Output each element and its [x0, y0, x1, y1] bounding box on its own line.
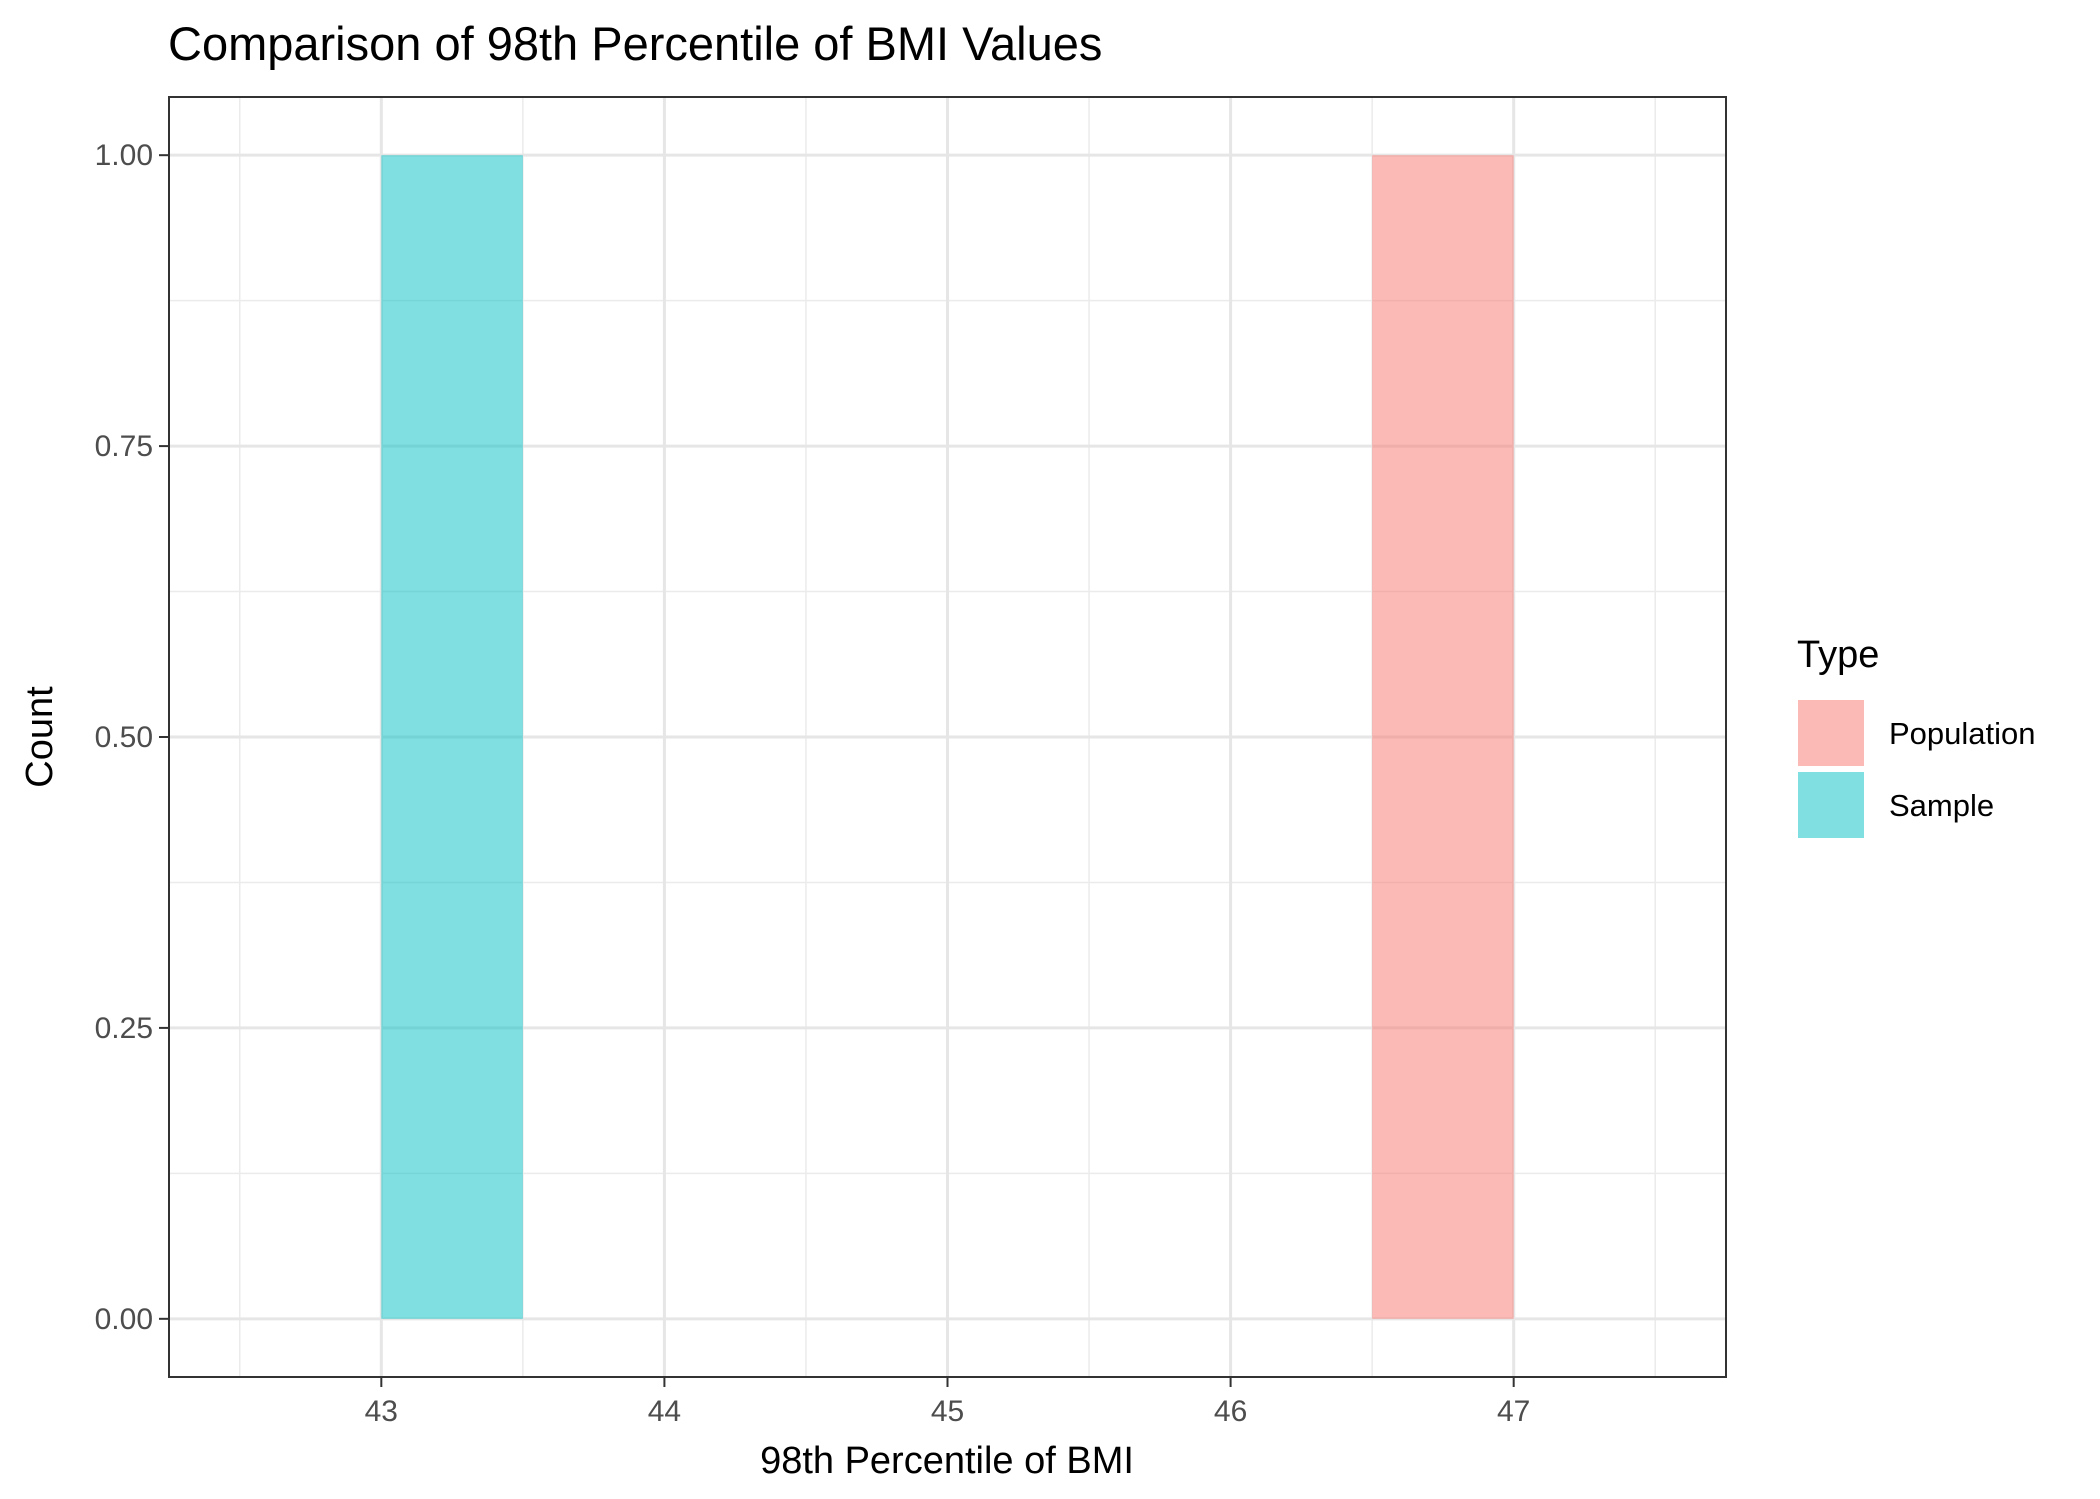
y-tick-label: 0.75	[95, 430, 153, 463]
legend-key-population	[1798, 700, 1864, 766]
legend-title: Type	[1797, 634, 1879, 676]
y-tick-label: 0.50	[95, 721, 153, 754]
legend-key-sample	[1798, 772, 1864, 838]
x-tick-label: 47	[1497, 1395, 1530, 1428]
y-axis-title: Count	[19, 686, 61, 788]
x-axis: 43 44 45 46 47	[365, 1377, 1530, 1428]
legend-label-population: Population	[1889, 716, 2036, 751]
plot-panel	[168, 96, 1727, 1378]
x-tick-label: 44	[648, 1395, 681, 1428]
legend-label-sample: Sample	[1889, 788, 1994, 823]
x-tick-label: 45	[931, 1395, 964, 1428]
x-tick-label: 46	[1214, 1395, 1247, 1428]
bar-sample	[381, 155, 523, 1319]
y-tick-label: 0.00	[95, 1303, 153, 1336]
legend: Type Population Sample	[1797, 634, 2036, 839]
x-tick-label: 43	[365, 1395, 398, 1428]
x-axis-title: 98th Percentile of BMI	[760, 1440, 1134, 1482]
y-tick-label: 1.00	[95, 139, 153, 172]
y-tick-label: 0.25	[95, 1012, 153, 1045]
chart-title: Comparison of 98th Percentile of BMI Val…	[168, 17, 1102, 70]
legend-items: Population Sample	[1797, 699, 2036, 839]
bar-population	[1372, 155, 1514, 1319]
y-axis: 0.00 0.25 0.50 0.75 1.00	[95, 139, 169, 1336]
bars	[381, 155, 1514, 1319]
